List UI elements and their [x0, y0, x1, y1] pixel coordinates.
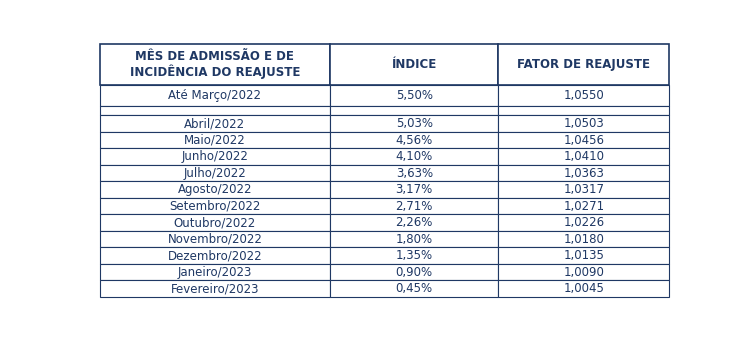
- Text: Até Março/2022: Até Março/2022: [169, 89, 262, 102]
- Bar: [498, 214, 669, 231]
- Bar: [330, 116, 498, 132]
- Bar: [330, 247, 498, 264]
- Text: 1,0090: 1,0090: [563, 266, 604, 279]
- Bar: [100, 198, 330, 214]
- Bar: [330, 264, 498, 281]
- Bar: [100, 148, 330, 165]
- Bar: [330, 182, 498, 198]
- Bar: [100, 165, 330, 182]
- Text: Fevereiro/2023: Fevereiro/2023: [171, 282, 260, 295]
- Bar: [100, 45, 330, 84]
- Text: 0,45%: 0,45%: [396, 282, 433, 295]
- Text: 1,80%: 1,80%: [396, 233, 433, 246]
- Bar: [498, 84, 669, 106]
- Text: 3,63%: 3,63%: [396, 167, 433, 180]
- Text: 1,0226: 1,0226: [563, 216, 604, 229]
- Bar: [100, 264, 330, 281]
- Text: 5,03%: 5,03%: [396, 117, 433, 130]
- Text: Outubro/2022: Outubro/2022: [174, 216, 256, 229]
- Bar: [498, 148, 669, 165]
- Text: 2,71%: 2,71%: [395, 200, 433, 213]
- Text: Dezembro/2022: Dezembro/2022: [167, 249, 262, 262]
- Bar: [100, 281, 330, 297]
- Bar: [498, 198, 669, 214]
- Text: Janeiro/2023: Janeiro/2023: [178, 266, 252, 279]
- Text: Novembro/2022: Novembro/2022: [167, 233, 262, 246]
- Text: Setembro/2022: Setembro/2022: [170, 200, 260, 213]
- Text: Abril/2022: Abril/2022: [184, 117, 245, 130]
- Bar: [100, 132, 330, 148]
- Text: Julho/2022: Julho/2022: [184, 167, 246, 180]
- Text: 1,0045: 1,0045: [563, 282, 604, 295]
- Bar: [330, 84, 498, 106]
- Text: 5,50%: 5,50%: [396, 89, 433, 102]
- Text: 0,90%: 0,90%: [396, 266, 433, 279]
- Text: 1,0363: 1,0363: [563, 167, 604, 180]
- Bar: [100, 106, 330, 116]
- Text: 4,10%: 4,10%: [396, 150, 433, 163]
- Text: 3,17%: 3,17%: [396, 183, 433, 196]
- Text: FATOR DE REAJUSTE: FATOR DE REAJUSTE: [518, 58, 650, 71]
- Text: Agosto/2022: Agosto/2022: [178, 183, 252, 196]
- Bar: [498, 45, 669, 84]
- Text: 1,35%: 1,35%: [396, 249, 433, 262]
- Bar: [330, 214, 498, 231]
- Text: 1,0180: 1,0180: [563, 233, 604, 246]
- Text: Maio/2022: Maio/2022: [184, 134, 246, 147]
- Bar: [330, 231, 498, 247]
- Text: 1,0271: 1,0271: [563, 200, 604, 213]
- Bar: [100, 84, 330, 106]
- Bar: [498, 106, 669, 116]
- Bar: [330, 132, 498, 148]
- Bar: [330, 45, 498, 84]
- Bar: [498, 116, 669, 132]
- Text: 1,0456: 1,0456: [563, 134, 604, 147]
- Bar: [498, 264, 669, 281]
- Text: Junho/2022: Junho/2022: [182, 150, 248, 163]
- Text: 1,0410: 1,0410: [563, 150, 604, 163]
- Bar: [330, 106, 498, 116]
- Bar: [330, 281, 498, 297]
- Bar: [330, 148, 498, 165]
- Bar: [498, 247, 669, 264]
- Bar: [100, 231, 330, 247]
- Text: 4,56%: 4,56%: [396, 134, 433, 147]
- Bar: [498, 281, 669, 297]
- Bar: [330, 198, 498, 214]
- Text: 1,0135: 1,0135: [563, 249, 604, 262]
- Bar: [498, 165, 669, 182]
- Bar: [100, 116, 330, 132]
- Bar: [498, 231, 669, 247]
- Text: 1,0550: 1,0550: [563, 89, 604, 102]
- Text: MÊS DE ADMISSÃO E DE
INCIDÊNCIA DO REAJUSTE: MÊS DE ADMISSÃO E DE INCIDÊNCIA DO REAJU…: [130, 50, 300, 79]
- Bar: [498, 132, 669, 148]
- Bar: [100, 214, 330, 231]
- Text: 2,26%: 2,26%: [395, 216, 433, 229]
- Bar: [498, 182, 669, 198]
- Bar: [100, 182, 330, 198]
- Bar: [330, 165, 498, 182]
- Text: ÍNDICE: ÍNDICE: [392, 58, 437, 71]
- Text: 1,0503: 1,0503: [563, 117, 604, 130]
- Text: 1,0317: 1,0317: [563, 183, 604, 196]
- Bar: [100, 247, 330, 264]
